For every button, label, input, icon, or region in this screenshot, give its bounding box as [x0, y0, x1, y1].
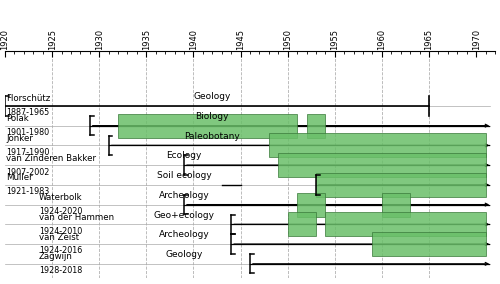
Text: Ecology: Ecology — [166, 151, 202, 160]
Text: Muller: Muller — [6, 174, 32, 182]
Text: Geo+ecology: Geo+ecology — [154, 210, 214, 220]
Text: 1917-1990: 1917-1990 — [6, 148, 50, 157]
Text: Soil ecology: Soil ecology — [156, 171, 212, 180]
Text: van Zeist: van Zeist — [39, 233, 79, 242]
Text: Geology: Geology — [166, 250, 202, 259]
Bar — [316, 173, 486, 197]
Bar — [306, 114, 326, 138]
Text: Archeology: Archeology — [158, 230, 210, 239]
Text: Paleobotany: Paleobotany — [184, 131, 240, 141]
Text: 1924-2016: 1924-2016 — [39, 247, 82, 256]
Text: Florschütz: Florschütz — [6, 95, 50, 103]
Text: Geology: Geology — [194, 92, 231, 101]
Bar — [297, 193, 326, 217]
Bar — [118, 114, 297, 138]
Text: 1928-2018: 1928-2018 — [39, 266, 82, 275]
Bar — [372, 232, 486, 256]
Bar — [326, 212, 486, 236]
Bar — [288, 212, 316, 236]
Text: Archeology: Archeology — [158, 191, 210, 200]
Text: 1921-1983: 1921-1983 — [6, 187, 49, 196]
Bar — [382, 193, 410, 217]
Bar — [269, 133, 486, 157]
Text: 1924-2010: 1924-2010 — [39, 227, 82, 236]
Text: 1907-2002: 1907-2002 — [6, 168, 50, 177]
Text: Waterbolk: Waterbolk — [39, 193, 82, 202]
Bar — [278, 153, 486, 177]
Text: Polak: Polak — [6, 114, 28, 123]
Text: Zagwijn: Zagwijn — [39, 252, 73, 261]
Text: Biology: Biology — [196, 112, 229, 121]
Text: van der Hammen: van der Hammen — [39, 213, 114, 222]
Text: 1901-1980: 1901-1980 — [6, 128, 49, 137]
Text: 1887-1965: 1887-1965 — [6, 108, 49, 117]
Text: Jonker: Jonker — [6, 134, 33, 143]
Text: 1924-2020: 1924-2020 — [39, 207, 82, 216]
Text: van Zinderen Bakker: van Zinderen Bakker — [6, 154, 96, 163]
